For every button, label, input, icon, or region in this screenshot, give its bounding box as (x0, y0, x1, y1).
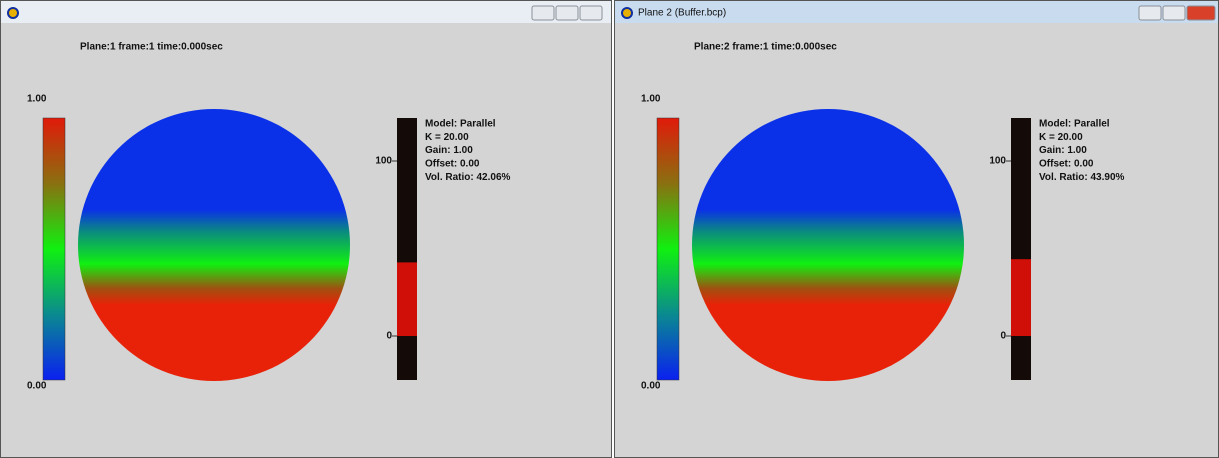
window: Plane 2 (Buffer.bcp) Plane:2 frame:1 time… (615, 1, 1219, 458)
volume-ratio-bar (397, 262, 417, 336)
maximize-button[interactable] (556, 6, 578, 20)
tick-label: 100 (375, 156, 392, 167)
frame-header: Plane:2 frame:1 time:0.000sec (694, 42, 837, 53)
minimize-button[interactable] (1139, 6, 1161, 20)
window-title: Plane 2 (Buffer.bcp) (638, 8, 726, 19)
tick-label: 100 (989, 156, 1006, 167)
tomogram (692, 109, 964, 381)
info-line: Gain: 1.00 (1039, 145, 1087, 156)
colorbar (43, 118, 65, 380)
app-icon (8, 8, 18, 18)
volume-ratio-bar (1011, 259, 1031, 336)
minimize-button[interactable] (532, 6, 554, 20)
info-line: Offset: 0.00 (1039, 159, 1094, 170)
colorbar-max: 1.00 (27, 94, 47, 105)
close-button[interactable] (1187, 6, 1215, 20)
colorbar-min: 0.00 (27, 381, 47, 392)
info-line: K = 20.00 (425, 132, 469, 143)
tick-label: 0 (1000, 331, 1006, 342)
screen: Plane:1 frame:1 time:0.000sec 1.00 0.00 100… (0, 0, 1219, 458)
colorbar-min: 0.00 (641, 381, 661, 392)
tick-label: 0 (386, 331, 392, 342)
info-line: Model: Parallel (1039, 119, 1110, 130)
window: Plane:1 frame:1 time:0.000sec 1.00 0.00 100… (1, 1, 612, 458)
info-line: Offset: 0.00 (425, 159, 480, 170)
app-icon (622, 8, 632, 18)
volume-bar (397, 118, 417, 380)
maximize-button[interactable] (1163, 6, 1185, 20)
colorbar (657, 118, 679, 380)
vol-ratio-label: Vol. Ratio: 43.90% (1039, 172, 1125, 183)
volume-bar (1011, 118, 1031, 380)
frame-header: Plane:1 frame:1 time:0.000sec (80, 42, 223, 53)
colorbar-max: 1.00 (641, 94, 661, 105)
info-line: K = 20.00 (1039, 132, 1083, 143)
vol-ratio-label: Vol. Ratio: 42.06% (425, 172, 511, 183)
info-line: Gain: 1.00 (425, 145, 473, 156)
title-bar (1, 1, 611, 23)
tomogram (78, 109, 350, 381)
info-line: Model: Parallel (425, 119, 496, 130)
close-button[interactable] (580, 6, 602, 20)
